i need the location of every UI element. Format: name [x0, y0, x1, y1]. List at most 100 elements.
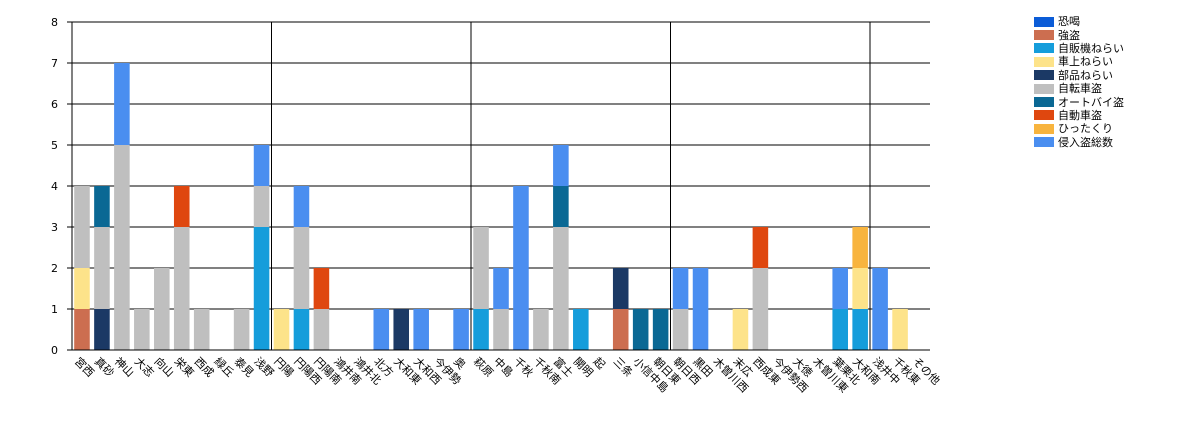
y-tick-label: 5 — [51, 139, 58, 152]
legend-item: 強盗 — [1034, 28, 1124, 42]
bar-segment — [74, 186, 90, 268]
bar-segment — [393, 309, 410, 350]
bar-segment — [672, 268, 689, 309]
x-tick-label: 大志 — [132, 354, 157, 379]
bar-segment — [313, 268, 330, 309]
legend-swatch — [1034, 16, 1054, 27]
bar-segment — [493, 309, 509, 350]
x-tick-label: 栄東 — [172, 354, 197, 379]
bar-segment — [173, 227, 190, 350]
bar-segment — [672, 309, 689, 350]
bar-segment — [154, 268, 170, 350]
bar-segment — [74, 268, 90, 309]
legend-label: 侵入盗総数 — [1058, 135, 1113, 149]
bars — [74, 63, 908, 350]
grid-lines — [72, 21, 930, 350]
y-tick-label: 3 — [51, 221, 58, 234]
legend-item: 恐喝 — [1034, 15, 1124, 28]
y-tick-label: 8 — [51, 16, 58, 29]
bar-segment — [832, 268, 848, 309]
bar-segment — [253, 227, 270, 350]
bar-segment — [293, 309, 310, 350]
y-tick-label: 2 — [51, 262, 58, 275]
legend-label: 自転車盗 — [1058, 82, 1102, 96]
x-tick-label: 三条 — [611, 354, 636, 379]
legend-label: 部品ねらい — [1058, 68, 1113, 82]
bar-segment — [652, 309, 669, 350]
y-tick-labels: 0 1 2 3 4 5 6 7 8 — [51, 16, 58, 357]
legend-item: 自販機ねらい — [1034, 42, 1124, 55]
bar-segment — [293, 186, 310, 227]
bar-segment — [94, 309, 110, 350]
x-tick-label: 円陽 — [271, 355, 296, 380]
legend-item: ひったくり — [1034, 122, 1124, 135]
bar-segment — [94, 227, 110, 309]
legend-swatch — [1034, 70, 1054, 81]
y-tick-label: 7 — [51, 57, 58, 70]
legend-label: 強盗 — [1058, 28, 1080, 42]
x-tick-label: 浅野 — [251, 355, 276, 380]
y-tick-label: 4 — [51, 180, 58, 193]
bar-segment — [752, 268, 769, 350]
x-tick-label: 宮西 — [72, 354, 97, 379]
bar-segment — [872, 268, 888, 350]
bar-segment — [473, 227, 489, 309]
legend-label: 自販機ねらい — [1058, 41, 1124, 55]
legend-swatch — [1034, 56, 1054, 67]
x-tick-label: 緑丘 — [212, 354, 237, 379]
legend-swatch — [1034, 30, 1054, 41]
bar-segment — [114, 63, 130, 145]
bar-segment — [373, 309, 390, 350]
bar-segment — [173, 186, 190, 227]
legend-swatch — [1034, 83, 1054, 94]
bar-segment — [852, 309, 868, 350]
bar-segment — [253, 145, 270, 186]
bar-segment — [533, 309, 549, 350]
x-tick-label: 中島 — [491, 354, 516, 379]
bar-segment — [413, 309, 429, 350]
bar-segment — [553, 227, 569, 350]
axes — [67, 21, 930, 351]
bar-segment — [573, 309, 589, 350]
bar-segment — [732, 309, 749, 350]
bar-segment — [692, 268, 709, 350]
x-tick-label: 真砂 — [92, 354, 117, 379]
legend-label: 恐喝 — [1058, 15, 1080, 29]
x-tick-label: 西成 — [192, 355, 217, 380]
bar-segment — [273, 309, 290, 350]
bar-segment — [852, 268, 868, 309]
bar-segment — [293, 227, 310, 309]
bar-segment — [632, 309, 649, 350]
bar-segment — [832, 309, 848, 350]
bar-segment — [752, 227, 769, 268]
bar-segment — [74, 309, 90, 350]
legend-label: 車上ねらい — [1058, 55, 1113, 69]
bar-segment — [134, 309, 150, 350]
bar-segment — [612, 268, 629, 309]
x-tick-label: 神山 — [112, 354, 137, 379]
bar-segment — [313, 309, 330, 350]
legend-swatch — [1034, 123, 1054, 134]
legend-swatch — [1034, 97, 1054, 108]
y-tick-label: 1 — [51, 303, 58, 316]
x-tick-label: 萩原 — [471, 355, 496, 380]
bar-segment — [553, 186, 569, 227]
bar-segment — [193, 309, 210, 350]
legend-item: 自転車盗 — [1034, 82, 1124, 95]
legend-swatch — [1034, 110, 1054, 121]
bar-segment — [513, 186, 529, 350]
y-tick-label: 0 — [51, 344, 58, 357]
legend-item: オートバイ盗 — [1034, 95, 1124, 109]
x-tick-label: 千秋 — [511, 354, 536, 379]
legend-item: 侵入盗総数 — [1034, 136, 1124, 149]
legend-swatch — [1034, 43, 1054, 54]
x-tick-labels: 宮西真砂神山大志向山栄東西成緑丘泰見浅野円陽円陽西円陽南鴻井南鴻井北北方大和東大… — [72, 354, 943, 395]
y-tick-label: 6 — [51, 98, 58, 111]
legend-label: ひったくり — [1058, 122, 1113, 136]
bar-segment — [892, 309, 908, 350]
legend-item: 車上ねらい — [1034, 55, 1124, 68]
bar-segment — [852, 227, 868, 268]
legend-label: オートバイ盗 — [1058, 95, 1124, 109]
legend-swatch — [1034, 137, 1054, 148]
